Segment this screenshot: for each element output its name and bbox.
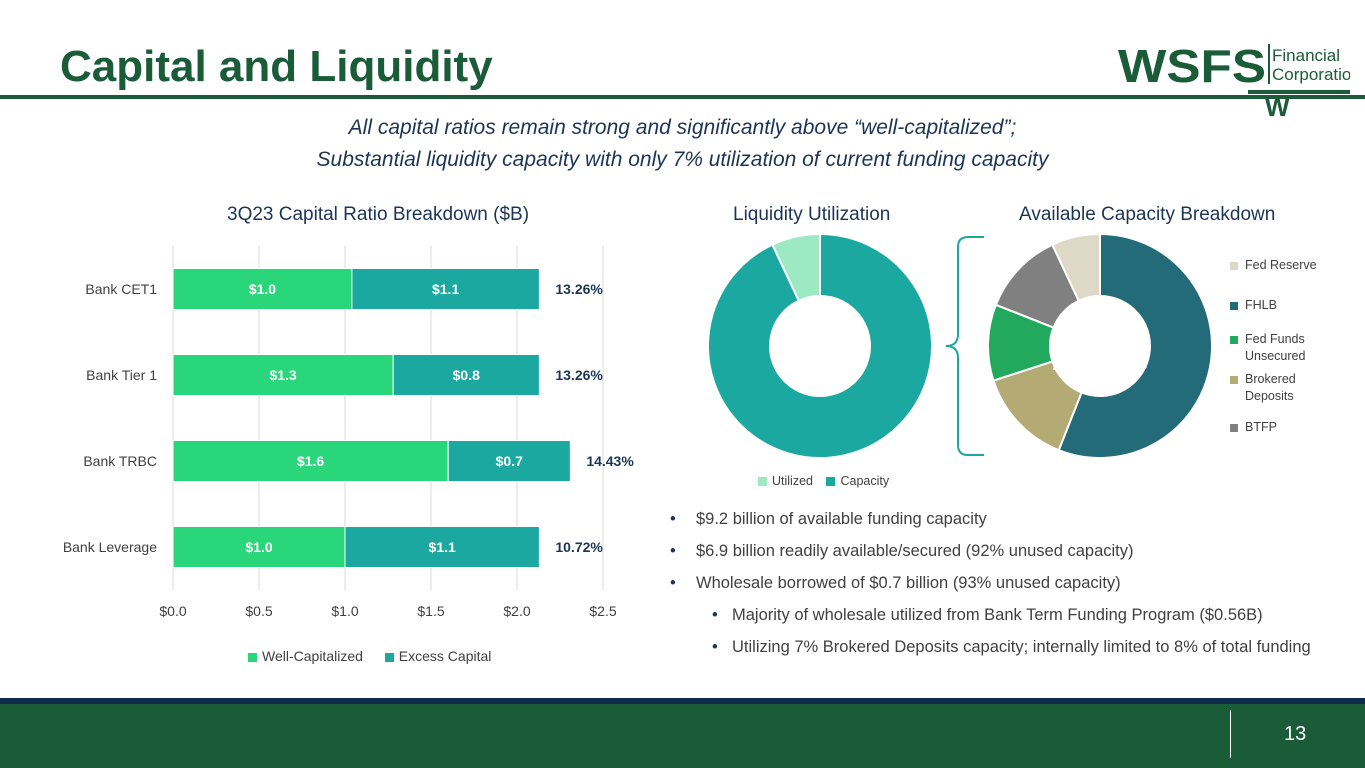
x-tick-label: $0.0 <box>159 603 186 619</box>
legend-item-well-capitalized: Well-Capitalized <box>248 648 363 664</box>
bullet-item: Wholesale borrowed of $0.7 billion (93% … <box>670 572 1350 594</box>
bar-well-capitalized-bank-trbc <box>172 440 449 482</box>
donut-center-percent: 7% <box>804 320 836 345</box>
x-tick-label: $1.0 <box>331 603 358 619</box>
legend-swatch <box>1230 262 1238 270</box>
legend-swatch <box>1230 302 1238 310</box>
subtitle-line-2: Substantial liquidity capacity with only… <box>316 148 1049 171</box>
legend-item-excess-capital: Excess Capital <box>384 648 491 664</box>
data-label-well-capitalized: $1.6 <box>297 453 324 469</box>
bar-excess-capital-bank-cet1 <box>351 268 540 310</box>
liquidity-utilization-donut: 7% Utilized <box>707 232 933 459</box>
bullet-list: $9.2 billion of available funding capaci… <box>670 508 1350 668</box>
legend-swatch <box>1230 376 1238 384</box>
bracket-connector <box>945 236 984 456</box>
ratio-label: 10.72% <box>555 539 603 555</box>
page-title: Capital and Liquidity <box>60 42 493 91</box>
category-label-bank-tier-1: Bank Tier 1 <box>86 367 157 383</box>
bar-chart-legend: Well-Capitalized Excess Capital <box>248 648 491 664</box>
bullet-item: $6.9 billion readily available/secured (… <box>670 540 1350 562</box>
data-label-excess-capital: $1.1 <box>432 281 459 297</box>
x-tick-label: $2.5 <box>589 603 616 619</box>
legend-item-capacity: Capacity <box>826 474 889 488</box>
bar-well-capitalized-bank-leverage <box>172 526 346 568</box>
donut-center-label: Utilized <box>781 350 859 375</box>
liquidity-chart-title: Liquidity Utilization <box>733 204 891 225</box>
bar-excess-capital-bank-tier-1 <box>392 354 540 396</box>
donut-center-label: Available <box>1052 350 1148 375</box>
x-tick-label: $0.5 <box>245 603 272 619</box>
legend-item-utilized: Utilized <box>758 474 813 488</box>
capacity-legend: Fed Reserve FHLB Fed Funds Unsecured Brokere… <box>1230 258 1360 448</box>
bar-well-capitalized-bank-tier-1 <box>172 354 394 396</box>
logo-mark: W <box>1265 92 1290 118</box>
data-label-well-capitalized: $1.0 <box>245 539 272 555</box>
category-label-bank-leverage: Bank Leverage <box>63 539 157 555</box>
logo-wordmark: WSFS <box>1118 42 1266 92</box>
donut-center-amount: $9.2B <box>1071 320 1130 345</box>
footer-rule <box>0 698 1365 704</box>
bar-excess-capital-bank-leverage <box>344 526 540 568</box>
data-label-well-capitalized: $1.3 <box>269 367 296 383</box>
legend-swatch <box>1230 336 1238 344</box>
ratio-label: 14.43% <box>586 453 634 469</box>
x-tick-label: $2.0 <box>503 603 530 619</box>
slice-fed-reserve <box>1050 232 1101 303</box>
page-number: 13 <box>1284 723 1307 745</box>
data-label-excess-capital: $1.1 <box>429 539 456 555</box>
footer-bar <box>0 704 1365 768</box>
logo-line1: Financial <box>1272 46 1340 65</box>
legend-label: FHLB <box>1245 298 1277 312</box>
bar-well-capitalized-bank-cet1 <box>172 268 353 310</box>
legend-label: Fed Reserve <box>1245 258 1317 272</box>
data-label-well-capitalized: $1.0 <box>249 281 276 297</box>
slice-fhlb <box>1057 232 1213 459</box>
legend-label: Unsecured <box>1245 349 1306 363</box>
sub-bullet-item: Majority of wholesale utilized from Bank… <box>670 604 1350 626</box>
liquidity-legend: Utilized Capacity <box>758 474 889 488</box>
x-tick-label: $1.5 <box>417 603 444 619</box>
legend-swatch <box>1230 424 1238 432</box>
available-capacity-donut: $9.2B Available <box>987 232 1213 459</box>
bullet-item: $9.2 billion of available funding capaci… <box>670 508 1350 530</box>
wsfs-logo: WSFS Financial Corporation W <box>1118 42 1350 118</box>
data-label-excess-capital: $0.7 <box>496 453 523 469</box>
legend-label: Fed Funds <box>1245 332 1305 346</box>
ratio-label: 13.26% <box>555 281 603 297</box>
category-label-bank-cet1: Bank CET1 <box>85 281 157 297</box>
title-underline <box>0 95 1365 99</box>
subtitle-line-1: All capital ratios remain strong and sig… <box>348 116 1017 139</box>
ratio-label: 13.26% <box>555 367 603 383</box>
bar-chart-title: 3Q23 Capital Ratio Breakdown ($B) <box>227 204 530 225</box>
category-label-bank-trbc: Bank TRBC <box>83 453 157 469</box>
capacity-chart-title: Available Capacity Breakdown <box>1019 204 1276 225</box>
slice-capacity <box>707 232 933 459</box>
legend-label: Deposits <box>1245 389 1294 403</box>
legend-label: Brokered <box>1245 372 1296 386</box>
logo-line2: Corporation <box>1272 65 1350 84</box>
sub-bullet-item: Utilizing 7% Brokered Deposits capacity;… <box>670 636 1350 658</box>
footer-divider <box>1230 710 1231 758</box>
capital-ratio-bar-chart: $0.0 $0.5 $1.0 $1.5 $2.0 $2.5 Bank CET1 $1.0 $1.… <box>63 246 634 619</box>
bar-excess-capital-bank-trbc <box>447 440 571 482</box>
data-label-excess-capital: $0.8 <box>453 367 480 383</box>
legend-label: BTFP <box>1245 420 1277 434</box>
